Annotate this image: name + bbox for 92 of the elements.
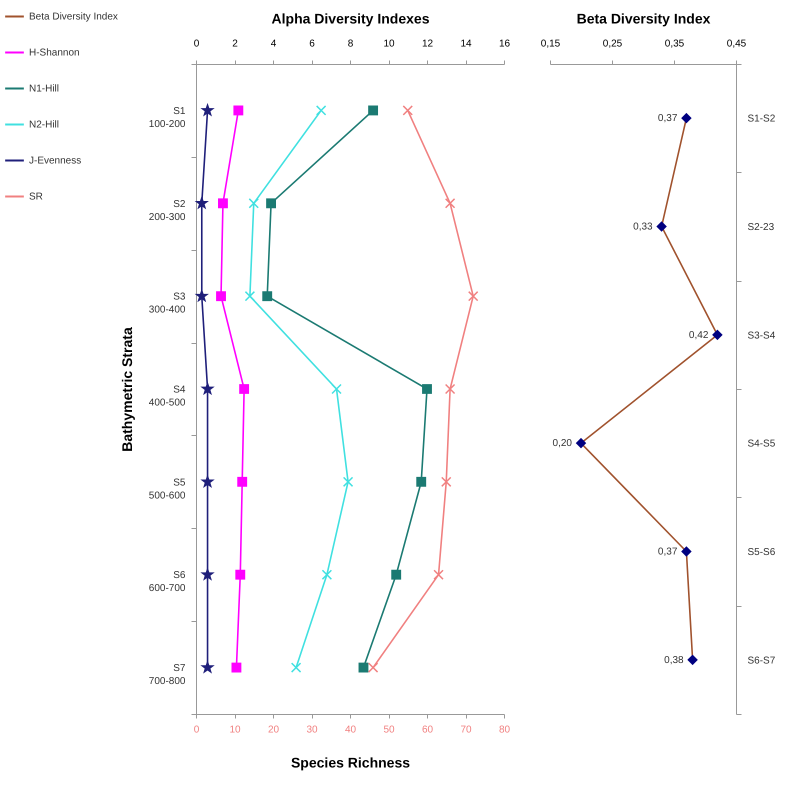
x-tick-label: 60 <box>422 724 434 736</box>
legend-label: J-Evenness <box>29 156 82 166</box>
y-tick-label: S2-23 <box>748 222 775 233</box>
legend-label: SR <box>29 192 43 202</box>
y-tick-label: S2 200-300 <box>148 198 186 223</box>
point <box>202 568 214 580</box>
x2-axis-title: Beta Diversity Index <box>576 10 711 26</box>
data-label: 0,38 <box>664 654 684 666</box>
y-tick-label: S1 100-200 <box>148 106 186 130</box>
y-tick-label: S6-S7 <box>748 655 776 666</box>
x2-tick-label: 12 <box>422 38 434 50</box>
legend-label: N2-Hill <box>29 120 59 130</box>
point <box>368 105 378 116</box>
point <box>290 662 302 673</box>
point <box>422 384 432 394</box>
point <box>237 476 248 487</box>
point <box>441 476 452 488</box>
x-axis-title: Species Richness <box>290 754 410 770</box>
point <box>262 291 272 302</box>
x-tick-label: 20 <box>268 724 280 736</box>
y-tick-label: S3 300-400 <box>148 292 186 316</box>
y-axis-title: Bathymetric Strata <box>118 327 135 452</box>
point <box>233 105 244 116</box>
x2-tick-label: 4 <box>270 38 277 50</box>
point <box>576 438 586 448</box>
point <box>239 384 250 394</box>
point <box>433 569 444 580</box>
point <box>266 198 276 208</box>
y-tick-label: S7 700-800 <box>148 663 186 688</box>
legend-label: H-Shannon <box>29 48 80 58</box>
point <box>196 197 208 208</box>
x-tick-label: 40 <box>344 724 356 736</box>
y-tick-label: S4 400-500 <box>148 384 186 408</box>
point <box>688 654 698 665</box>
x-tick-label: 50 <box>383 724 395 736</box>
point <box>468 290 478 302</box>
point <box>202 662 214 673</box>
point <box>202 383 214 394</box>
point <box>331 384 342 394</box>
point <box>235 570 246 580</box>
point <box>712 330 722 340</box>
point <box>391 570 402 580</box>
point <box>656 222 667 232</box>
x2-tick-label: 0 <box>194 38 200 50</box>
point <box>231 662 242 673</box>
point <box>681 113 692 124</box>
x-tick-label: 0 <box>194 724 200 736</box>
y-tick-label: S1-S2 <box>748 114 776 125</box>
x2-tick-label: 0,35 <box>664 38 685 50</box>
legend-label: N1-Hill <box>29 84 59 94</box>
y-tick-label: S4-S5 <box>748 438 776 450</box>
x-tick-label: 30 <box>306 724 318 736</box>
x-tick-label: 10 <box>229 724 241 736</box>
point <box>244 290 256 302</box>
point <box>681 546 692 556</box>
point <box>218 198 228 208</box>
x2-tick-label: 6 <box>309 38 316 50</box>
point <box>202 104 214 116</box>
point <box>196 290 208 302</box>
x-tick-label: 70 <box>460 724 472 736</box>
x2-tick-label: 14 <box>460 38 472 50</box>
point <box>402 105 413 116</box>
point <box>416 476 426 487</box>
y-tick-label: S6 600-700 <box>148 570 186 594</box>
point <box>444 198 456 209</box>
point <box>216 291 226 302</box>
point <box>444 384 456 394</box>
y-tick-label: S3-S4 <box>748 330 776 342</box>
x2-tick-label: 16 <box>498 38 510 50</box>
x2-tick-label: 10 <box>383 38 395 50</box>
data-label: 0,33 <box>633 222 654 232</box>
point <box>322 569 332 580</box>
data-label: 0,42 <box>688 330 709 341</box>
point <box>316 105 326 116</box>
x2-tick-label: 0,25 <box>602 38 623 50</box>
x-tick-label: 80 <box>498 724 510 736</box>
y-tick-label: S5 500-600 <box>148 477 186 502</box>
point <box>358 662 368 673</box>
point <box>248 198 259 209</box>
x2-axis-title: Alpha Diversity Indexes <box>272 10 430 26</box>
data-label: 0,37 <box>658 113 678 124</box>
x2-tick-label: 0,45 <box>726 38 747 50</box>
legend-label: Beta Diversity Index <box>29 12 118 22</box>
data-label: 0,20 <box>552 438 572 450</box>
point <box>342 476 354 488</box>
point <box>368 662 378 673</box>
point <box>202 476 214 487</box>
data-label: 0,37 <box>658 546 678 558</box>
x2-tick-label: 8 <box>348 38 354 50</box>
x2-tick-label: 2 <box>232 38 238 50</box>
y-tick-label: S5-S6 <box>748 547 776 558</box>
x2-tick-label: 0,15 <box>540 38 561 50</box>
